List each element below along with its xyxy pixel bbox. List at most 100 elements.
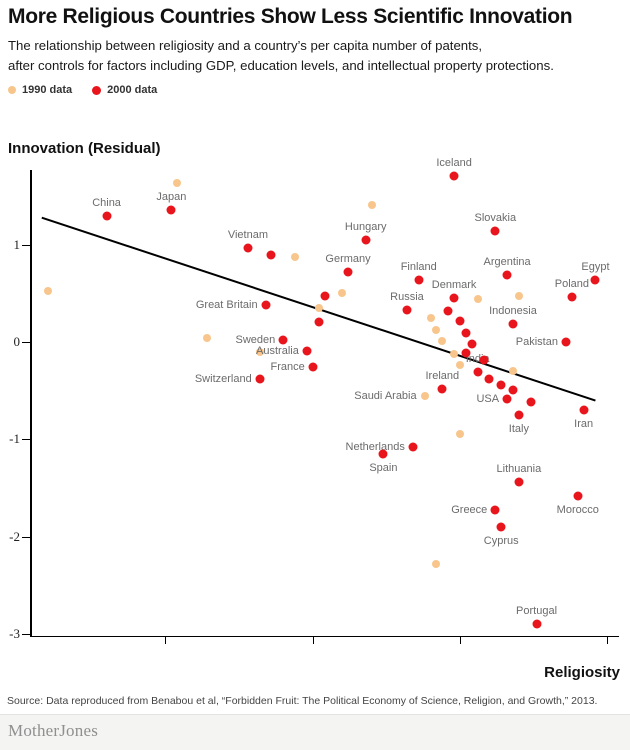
data-point-vietnam — [243, 243, 253, 253]
data-point — [526, 397, 536, 407]
data-point — [202, 334, 211, 343]
country-label-cyprus: Cyprus — [483, 535, 519, 548]
data-point-argentina — [502, 270, 512, 280]
data-point-hungary — [361, 235, 371, 245]
y-tick — [22, 342, 30, 344]
data-point-denmark — [449, 293, 459, 303]
data-point — [508, 367, 517, 376]
country-label-germany: Germany — [325, 253, 371, 266]
country-label-iceland: Iceland — [436, 156, 472, 169]
data-point-pakistan — [561, 337, 571, 347]
data-point-indonesia — [508, 319, 518, 329]
y-tick — [22, 634, 30, 636]
country-label-italy: Italy — [508, 423, 529, 436]
x-axis-line — [30, 635, 619, 637]
data-point — [43, 286, 52, 295]
y-axis-title: Innovation (Residual) — [8, 140, 161, 157]
x-tick — [165, 637, 167, 644]
data-point-russia — [402, 305, 412, 315]
y-tick-label: -1 — [9, 431, 20, 447]
country-label-ireland: Ireland — [425, 369, 460, 382]
data-point-finland — [414, 275, 424, 285]
legend-2000-label: 2000 data — [107, 84, 158, 96]
data-point-china — [102, 211, 112, 221]
data-point — [455, 316, 465, 326]
x-axis-title: Religiosity — [544, 664, 620, 681]
country-label-pakistan: Pakistan — [515, 336, 558, 349]
data-point — [367, 201, 376, 210]
x-tick — [459, 637, 461, 644]
data-point-egypt — [590, 275, 600, 285]
country-label-spain: Spain — [369, 462, 398, 475]
data-point — [426, 313, 435, 322]
country-label-denmark: Denmark — [431, 279, 477, 292]
y-tick — [22, 244, 30, 246]
data-point-cyprus — [496, 522, 506, 532]
y-tick-label: -2 — [9, 528, 20, 544]
country-label-poland: Poland — [554, 278, 590, 291]
mother-jones-logo: MotherJones — [8, 721, 99, 740]
data-point — [173, 178, 182, 187]
data-point — [508, 385, 518, 395]
data-point-italy — [514, 410, 524, 420]
data-point — [496, 380, 506, 390]
data-point-switzerland — [255, 374, 265, 384]
data-point — [432, 325, 441, 334]
country-label-vietnam: Vietnam — [227, 228, 268, 241]
data-point — [455, 360, 464, 369]
country-label-morocco: Morocco — [556, 503, 599, 516]
data-point — [461, 328, 471, 338]
data-point-germany — [343, 267, 353, 277]
data-point-iran — [579, 405, 589, 415]
data-point-france — [308, 362, 318, 372]
chart-subtitle-line2: after controls for factors including GDP… — [8, 58, 554, 74]
data-point-japan — [166, 205, 176, 215]
legend-1990-dot-icon — [8, 86, 16, 94]
country-label-france: France — [270, 360, 305, 373]
source-note: Source: Data reproduced from Benabou et … — [7, 695, 598, 707]
country-label-indonesia: Indonesia — [489, 304, 537, 317]
country-label-russia: Russia — [390, 291, 424, 304]
data-point — [314, 317, 324, 327]
y-tick-label: 0 — [13, 334, 21, 350]
legend-1990-label: 1990 data — [22, 84, 73, 96]
data-point — [514, 292, 523, 301]
country-label-japan: Japan — [156, 190, 187, 203]
data-point-sweden — [278, 335, 288, 345]
data-point — [320, 291, 329, 300]
x-tick — [607, 637, 609, 644]
data-point-india — [473, 367, 483, 377]
country-label-lithuania: Lithuania — [496, 463, 542, 476]
chart-subtitle: The relationship between religiosity and… — [8, 36, 623, 77]
data-point — [484, 374, 494, 384]
chart-legend: 1990 data 2000 data — [8, 84, 157, 96]
data-point — [291, 252, 300, 261]
data-point-greece — [490, 505, 500, 515]
chart-subtitle-line1: The relationship between religiosity and… — [8, 38, 483, 53]
country-label-australia: Australia — [256, 344, 299, 357]
legend-item-1990: 1990 data — [8, 84, 72, 96]
legend-2000-dot-icon — [92, 85, 102, 95]
data-point-morocco — [573, 491, 583, 501]
country-label-sweden: Sweden — [235, 334, 276, 347]
data-point-ireland — [437, 384, 447, 394]
data-point-usa — [502, 394, 512, 404]
data-point — [255, 347, 264, 356]
y-tick — [22, 536, 30, 538]
data-point-netherlands — [408, 442, 418, 452]
country-label-netherlands: Netherlands — [345, 441, 405, 454]
data-point-spain — [378, 449, 388, 459]
data-point — [473, 295, 482, 304]
data-point-iceland — [449, 171, 459, 181]
y-tick-label: -3 — [9, 626, 20, 642]
data-point — [338, 288, 347, 297]
data-point — [266, 250, 276, 260]
data-point-lithuania — [514, 477, 524, 487]
data-point-saudi-arabia — [420, 391, 429, 400]
country-label-switzerland: Switzerland — [194, 373, 252, 386]
y-axis-line — [30, 170, 32, 637]
data-point — [314, 304, 323, 313]
data-point-great-britain — [261, 300, 271, 310]
